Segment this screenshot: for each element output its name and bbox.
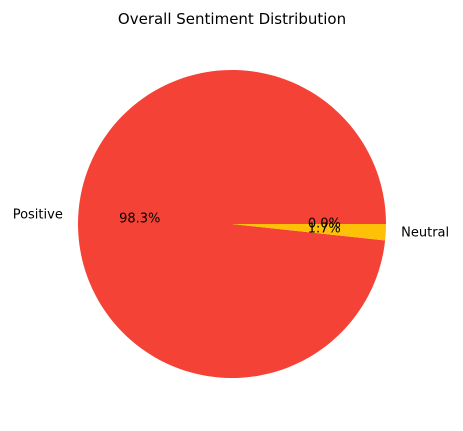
pie-percent-label-positive: 98.3% [119, 212, 160, 227]
pie-category-label-neutral: Neutral [401, 226, 449, 241]
pie-slice-positive [77, 69, 386, 378]
pie-slices [77, 69, 386, 378]
pie-percent-label-unlabeled: 0.0% [308, 217, 341, 232]
pie-labels: 98.3% Positive 1.7% Neutral 0.0% [13, 207, 449, 240]
chart-title: Overall Sentiment Distribution [118, 10, 346, 28]
pie-category-label-positive: Positive [13, 207, 63, 222]
pie-slice-neutral [232, 224, 386, 241]
pie-percent-label-neutral: 1.7% [308, 221, 341, 236]
